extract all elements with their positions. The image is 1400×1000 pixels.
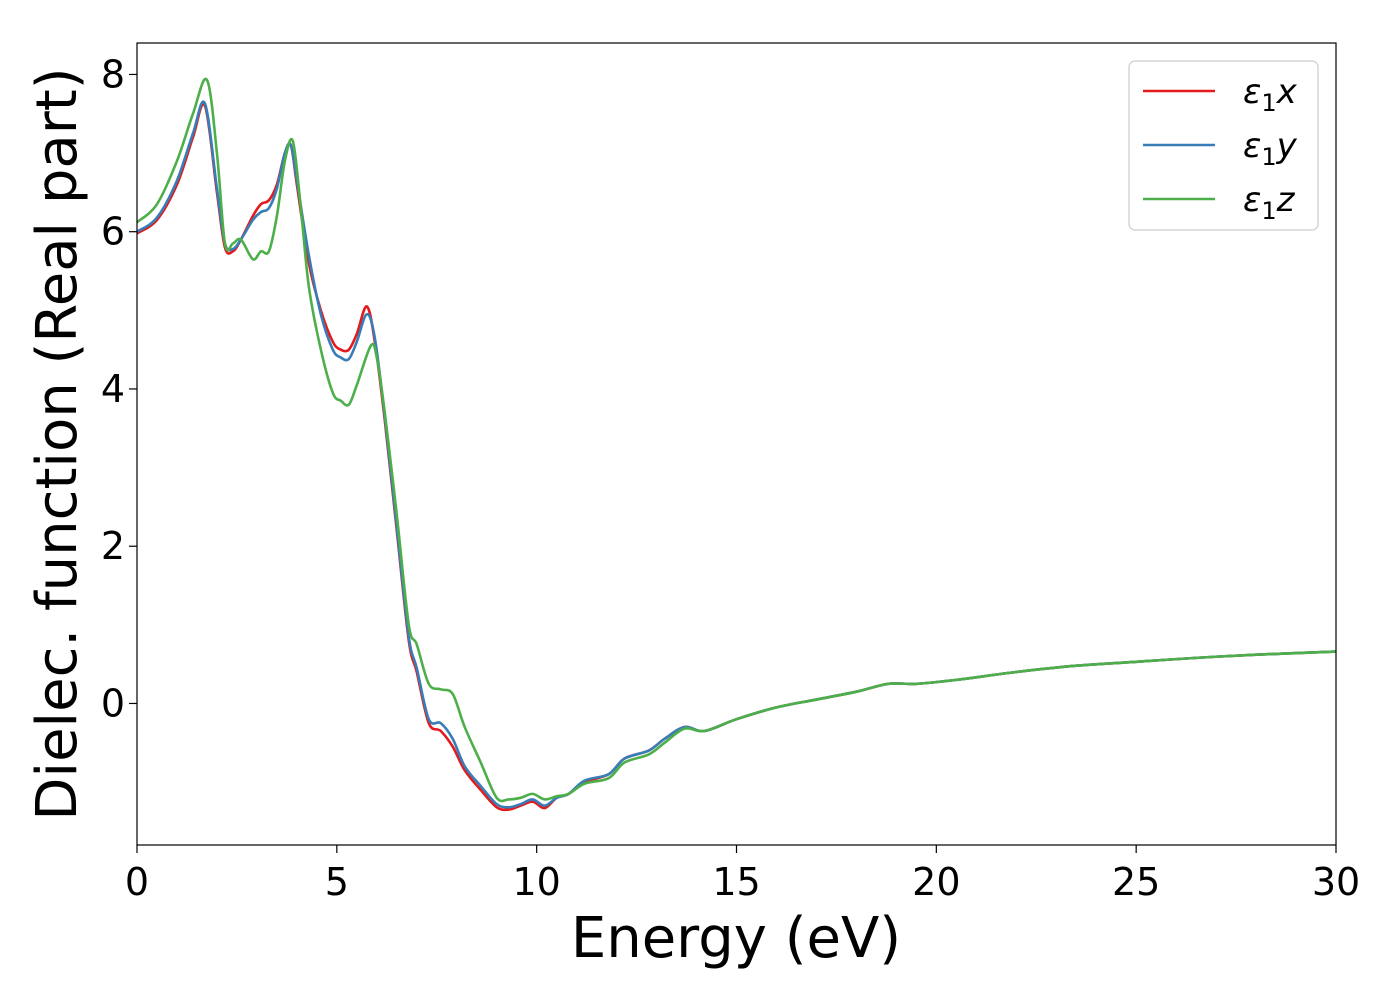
x-tick-label: 0 bbox=[125, 860, 149, 904]
y-tick-label: 8 bbox=[101, 52, 125, 96]
y-tick-label: 4 bbox=[101, 367, 125, 411]
y-tick-label: 0 bbox=[101, 681, 125, 725]
legend-label-y: ε1y bbox=[1243, 126, 1298, 171]
legend-items: ε1x ε1y ε1z bbox=[1143, 72, 1298, 225]
series-line-z bbox=[137, 77, 1336, 803]
x-tick-label: 15 bbox=[712, 860, 760, 904]
x-tick-label: 25 bbox=[1112, 860, 1160, 904]
legend-box bbox=[1128, 60, 1319, 231]
x-tick-label: 30 bbox=[1312, 860, 1360, 904]
y-tick-label: 2 bbox=[101, 524, 125, 568]
y-axis-ticks: 0 2 4 6 8 bbox=[101, 52, 137, 725]
legend: ε1x ε1y ε1z bbox=[1128, 60, 1319, 231]
y-tick-label: 6 bbox=[101, 210, 125, 254]
y-axis-label: Dielec. function (Real part) bbox=[25, 67, 90, 820]
legend-label-x: ε1x bbox=[1243, 72, 1298, 117]
x-tick-label: 10 bbox=[512, 860, 560, 904]
x-axis-ticks: 0 5 10 15 20 25 30 bbox=[125, 845, 1360, 904]
x-axis-label: Energy (eV) bbox=[571, 906, 901, 971]
legend-label-z: ε1z bbox=[1243, 180, 1296, 225]
x-tick-label: 5 bbox=[325, 860, 349, 904]
series-layer bbox=[137, 77, 1336, 812]
x-tick-label: 20 bbox=[912, 860, 960, 904]
